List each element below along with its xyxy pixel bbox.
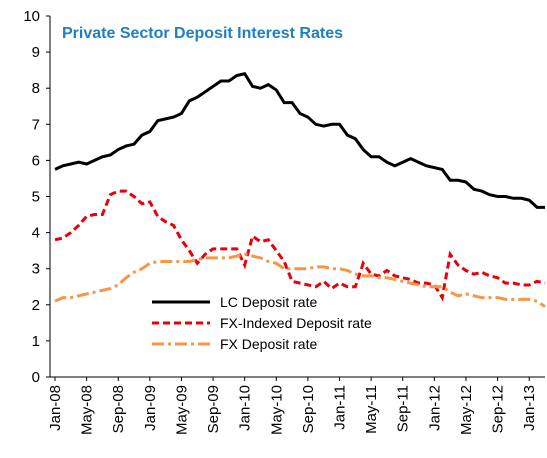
legend-label: FX Deposit rate [220,336,317,352]
x-tick-label: Jan-09 [142,385,159,431]
x-tick-label: Sep-10 [300,385,317,433]
x-tick-label: Jan-13 [521,385,538,431]
y-tick-label: 1 [32,333,40,350]
chart-title: Private Sector Deposit Interest Rates [62,25,343,42]
x-tick-label: May-11 [363,385,380,434]
x-tick-label: Sep-12 [490,385,507,433]
y-tick-label: 9 [32,44,40,61]
series-line [54,252,546,308]
y-tick-label: 2 [32,297,40,314]
x-tick-label: May-10 [268,385,285,435]
x-tick-label: May-09 [173,385,190,435]
x-tick-label: Jan-12 [426,385,443,431]
x-tick-label: Jan-10 [237,385,254,431]
x-tick-label: May-12 [458,385,475,435]
y-tick-label: 6 [32,152,40,169]
x-tick-label: Sep-09 [205,385,222,433]
x-tick-label: Jan-08 [47,385,64,431]
series-line [54,72,545,209]
series-line [54,189,546,302]
y-tick-label: 3 [32,261,40,278]
legend-label: FX-Indexed Deposit rate [220,315,372,331]
x-tick-label: May-08 [79,385,96,435]
y-tick-label: 8 [32,80,40,97]
x-tick-label: Sep-08 [110,385,127,433]
y-tick-label: 7 [32,116,40,133]
y-tick-label: 0 [32,369,40,386]
x-tick-label: Jan-11 [332,385,349,430]
y-tick-label: 10 [23,8,40,25]
legend-label: LC Deposit rate [220,294,317,310]
y-tick-label: 4 [32,225,40,242]
x-tick-label: Sep-11 [395,385,412,432]
y-tick-label: 5 [32,189,40,206]
